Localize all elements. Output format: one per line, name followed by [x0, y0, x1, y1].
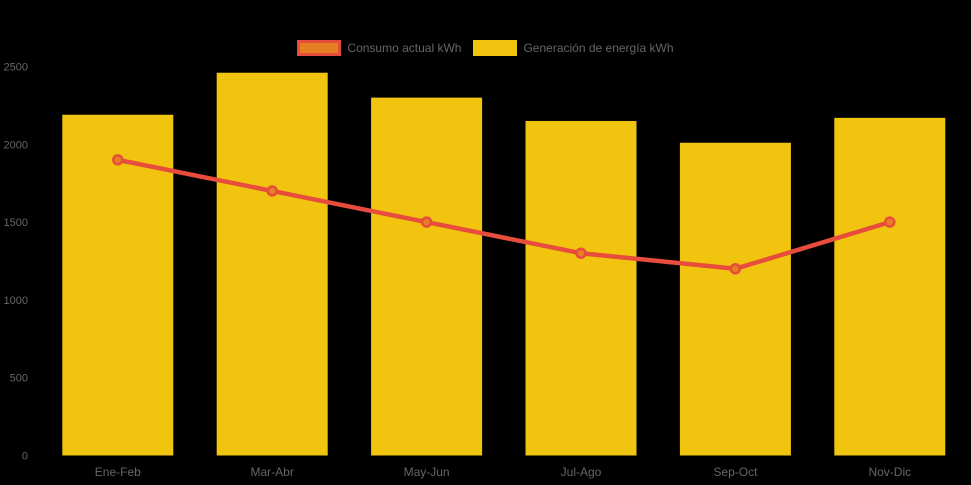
- y-tick-label: 1500: [4, 217, 28, 229]
- point-Sep-Oct[interactable]: [729, 263, 742, 275]
- x-axis-label: Sep-Oct: [713, 465, 758, 479]
- x-axis-label: Ene-Feb: [95, 465, 141, 479]
- point-May-Jun[interactable]: [420, 216, 433, 228]
- point-Mar-Abr[interactable]: [266, 185, 278, 197]
- consumo-legend-label: Consumo actual kWh: [347, 41, 462, 55]
- consumo-line: [115, 157, 893, 272]
- x-axis-label: Mar-Abr: [251, 465, 294, 479]
- legend-item-consumo[interactable]: Consumo actual kWh: [297, 40, 461, 56]
- point-Ene-Feb[interactable]: [112, 154, 124, 166]
- generacion-legend-label: Generación de energía kWh: [523, 41, 674, 55]
- y-tick-label: 500: [10, 373, 28, 385]
- bar-May-Jun[interactable]: [371, 97, 483, 456]
- point-Jul-Ago[interactable]: [575, 247, 587, 259]
- bar-Nov-Dic[interactable]: [834, 117, 946, 456]
- chart-legend: Consumo actual kWh Generación de energía…: [0, 40, 971, 56]
- y-tick-label: 1000: [4, 295, 28, 307]
- x-axis-label: May-Jun: [404, 465, 450, 479]
- generacion-legend-swatch: [473, 40, 518, 56]
- y-tick-label: 2500: [4, 62, 28, 74]
- x-axis-label: Nov-Dic: [868, 465, 911, 479]
- y-tick-label: 2000: [4, 139, 28, 151]
- point-Nov-Dic[interactable]: [884, 216, 896, 228]
- x-axis-label: Jul-Ago: [561, 465, 602, 479]
- legend-item-generacion[interactable]: Generación de energía kWh: [473, 40, 674, 56]
- bar-Jul-Ago[interactable]: [525, 120, 637, 456]
- consumo-legend-swatch: [297, 40, 342, 56]
- bar-Ene-Feb[interactable]: [62, 114, 174, 456]
- y-tick-label: 0: [22, 451, 28, 463]
- bar-Mar-Abr[interactable]: [216, 72, 328, 456]
- bar-Sep-Oct[interactable]: [679, 142, 791, 456]
